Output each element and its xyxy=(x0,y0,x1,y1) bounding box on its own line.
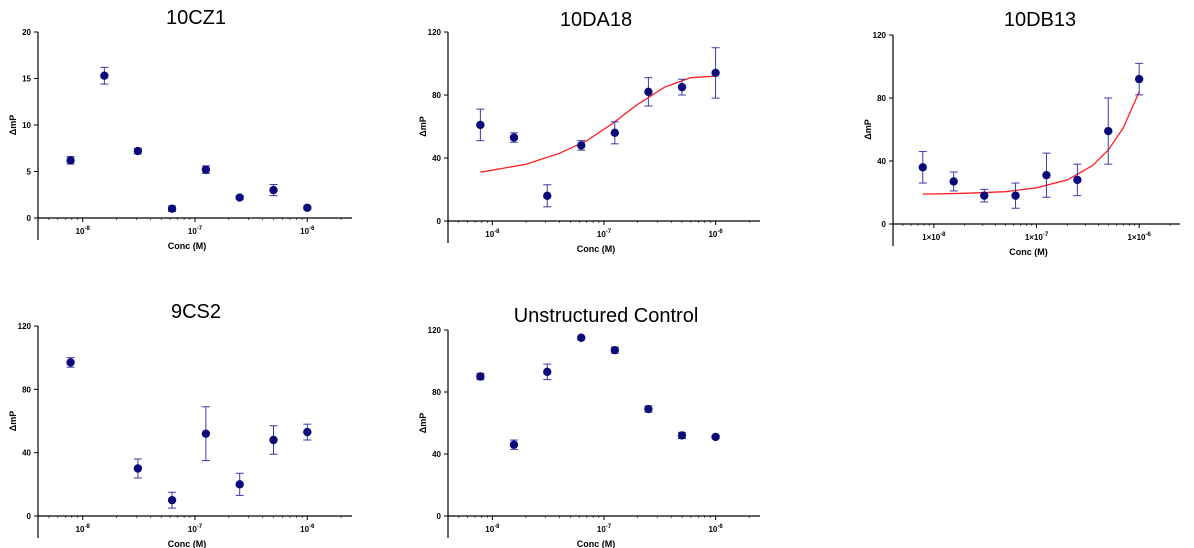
x-tick-label: 1×10-8 xyxy=(922,232,946,242)
data-point xyxy=(711,433,719,441)
data-point xyxy=(510,441,518,449)
y-tick-label: 80 xyxy=(432,91,441,100)
x-tick-label: 10-6 xyxy=(300,226,315,236)
data-point xyxy=(1104,127,1112,135)
chart-title: 10DA18 xyxy=(560,9,632,31)
y-tick-label: 40 xyxy=(22,449,31,458)
data-point xyxy=(644,88,652,96)
y-tick-label: 120 xyxy=(428,326,442,335)
x-tick-label: 10-7 xyxy=(597,229,612,239)
y-tick-label: 40 xyxy=(432,154,441,163)
y-tick-label: 10 xyxy=(22,121,31,130)
y-tick-label: 0 xyxy=(27,214,32,223)
data-point xyxy=(476,121,484,129)
data-point xyxy=(543,192,551,200)
chart-title: 10DB13 xyxy=(1004,9,1076,31)
x-tick-label: 10-7 xyxy=(188,524,203,534)
data-point xyxy=(980,191,988,199)
y-tick-label: 80 xyxy=(22,385,31,394)
x-tick-label: 10-8 xyxy=(76,524,91,534)
y-tick-label: 15 xyxy=(22,75,31,84)
y-tick-label: 5 xyxy=(27,168,32,177)
data-point xyxy=(1042,171,1050,179)
data-point xyxy=(577,141,585,149)
x-axis-label: Conc (M) xyxy=(168,241,207,251)
x-axis-label: Conc (M) xyxy=(577,539,616,548)
data-point xyxy=(168,496,176,504)
chart-panel: 10CZ1 0 5 10 15 20 10-8 10-7 10-6 Conc (M) ΔmP xyxy=(8,7,352,251)
y-tick-label: 120 xyxy=(428,28,442,37)
x-tick-label: 1×10-7 xyxy=(1025,232,1049,242)
x-axis-label: Conc (M) xyxy=(577,244,616,254)
y-tick-label: 0 xyxy=(882,220,887,229)
x-tick-label: 10-6 xyxy=(708,524,723,534)
y-tick-label: 20 xyxy=(22,28,31,37)
y-axis-label: ΔmP xyxy=(418,116,428,136)
x-tick-label: 10-8 xyxy=(485,524,500,534)
x-axis-label: Conc (M) xyxy=(1009,247,1048,257)
chart-panel: 10DA18 0 40 80 120 10-8 10-7 10-6 Conc (M) ΔmP xyxy=(418,9,760,254)
y-tick-label: 40 xyxy=(432,450,441,459)
x-tick-label: 10-7 xyxy=(188,226,203,236)
data-point xyxy=(235,480,243,488)
data-point xyxy=(66,358,74,366)
x-tick-label: 10-6 xyxy=(300,524,315,534)
data-point xyxy=(577,334,585,342)
data-point xyxy=(678,431,686,439)
data-point xyxy=(66,156,74,164)
chart-title: Unstructured Control xyxy=(514,305,699,327)
y-tick-label: 120 xyxy=(18,322,32,331)
data-point xyxy=(543,368,551,376)
y-tick-label: 120 xyxy=(873,31,887,40)
data-point xyxy=(269,436,277,444)
data-point xyxy=(711,69,719,77)
data-point xyxy=(678,83,686,91)
y-tick-label: 0 xyxy=(437,217,442,226)
data-point xyxy=(202,429,210,437)
data-point xyxy=(1011,191,1019,199)
y-axis-label: ΔmP xyxy=(863,119,873,139)
chart-title: 10CZ1 xyxy=(166,7,226,29)
x-tick-label: 10-7 xyxy=(597,524,612,534)
data-point xyxy=(476,372,484,380)
y-tick-label: 80 xyxy=(877,94,886,103)
data-point xyxy=(611,346,619,354)
data-point xyxy=(510,133,518,141)
data-point xyxy=(269,186,277,194)
y-axis-label: ΔmP xyxy=(8,115,18,135)
y-tick-label: 40 xyxy=(877,157,886,166)
y-tick-label: 0 xyxy=(27,512,32,521)
data-point xyxy=(919,163,927,171)
chart-panel: Unstructured Control 0 40 80 120 10-8 10-7 10-6… xyxy=(418,305,760,548)
data-point xyxy=(202,165,210,173)
x-tick-label: 1×10-6 xyxy=(1127,232,1151,242)
data-point xyxy=(303,428,311,436)
x-tick-label: 10-6 xyxy=(708,229,723,239)
data-point xyxy=(1073,176,1081,184)
data-point xyxy=(134,147,142,155)
y-axis-label: ΔmP xyxy=(418,413,428,433)
data-point xyxy=(949,177,957,185)
x-tick-label: 10-8 xyxy=(485,229,500,239)
data-point xyxy=(1135,75,1143,83)
data-point xyxy=(303,204,311,212)
y-tick-label: 0 xyxy=(437,512,442,521)
data-point xyxy=(100,72,108,80)
data-point xyxy=(611,129,619,137)
x-axis-label: Conc (M) xyxy=(168,539,207,548)
chart-panel: 9CS2 0 40 80 120 10-8 10-7 10-6 Conc (M) ΔmP xyxy=(8,301,352,548)
chart-panel: 10DB13 0 40 80 120 1×10-8 1×10-7 1×10-6 Conc (M)… xyxy=(863,9,1180,257)
chart-title: 9CS2 xyxy=(171,301,221,323)
y-tick-label: 80 xyxy=(432,388,441,397)
data-point xyxy=(644,405,652,413)
y-axis-label: ΔmP xyxy=(8,411,18,431)
data-point xyxy=(168,205,176,213)
data-point xyxy=(235,193,243,201)
x-tick-label: 10-8 xyxy=(76,226,91,236)
data-point xyxy=(134,464,142,472)
